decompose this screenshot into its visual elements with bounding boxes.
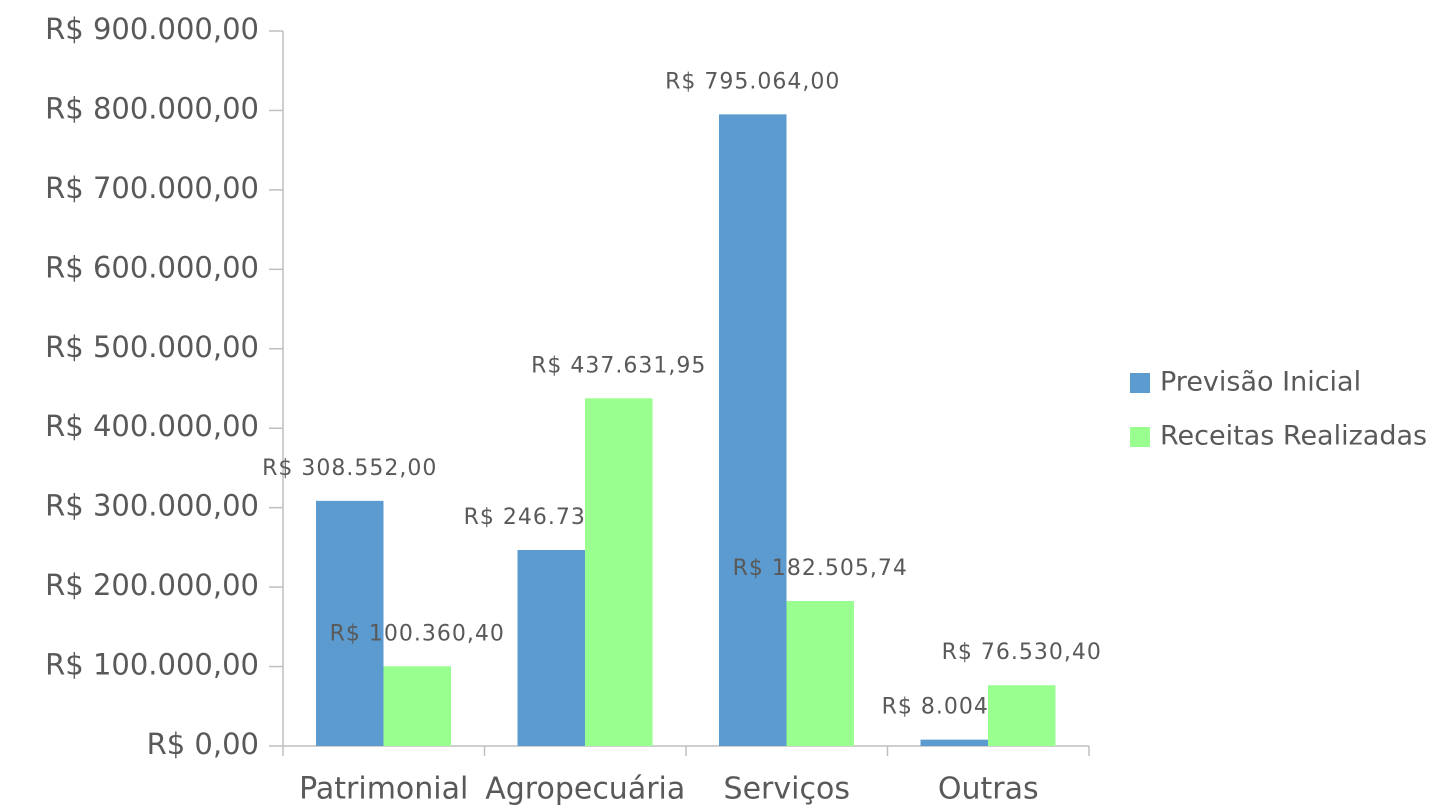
bar bbox=[920, 739, 988, 746]
data-label: R$ 308.552,00 bbox=[262, 456, 437, 481]
y-tick-label: R$ 200.000,00 bbox=[45, 568, 259, 602]
bar bbox=[786, 601, 854, 746]
legend-swatch bbox=[1130, 373, 1150, 393]
legend-swatch bbox=[1130, 427, 1150, 447]
y-tick-label: R$ 800.000,00 bbox=[45, 91, 259, 125]
bar bbox=[719, 114, 787, 746]
y-tick-label: R$ 600.000,00 bbox=[45, 250, 259, 284]
legend-label: Receitas Realizadas bbox=[1160, 421, 1427, 452]
y-tick-label: R$ 100.000,00 bbox=[45, 648, 259, 682]
bar bbox=[517, 549, 585, 746]
y-tick-label: R$ 0,00 bbox=[147, 727, 259, 761]
x-tick-label: Outras bbox=[938, 772, 1039, 807]
bar bbox=[585, 398, 653, 746]
y-tick-label: R$ 900.000,00 bbox=[45, 12, 259, 46]
x-tick-label: Patrimonial bbox=[299, 772, 468, 807]
x-tick-label: Serviços bbox=[724, 772, 850, 807]
data-label: R$ 76.530,40 bbox=[942, 640, 1102, 665]
y-tick-label: R$ 300.000,00 bbox=[45, 489, 259, 523]
data-label: R$ 795.064,00 bbox=[665, 69, 840, 94]
data-label: R$ 437.631,95 bbox=[531, 353, 706, 378]
y-tick-label: R$ 400.000,00 bbox=[45, 409, 259, 443]
legend-label: Previsão Inicial bbox=[1160, 367, 1361, 398]
bar bbox=[383, 666, 451, 746]
x-tick-label: Agropecuária bbox=[485, 772, 685, 807]
bar bbox=[316, 500, 384, 746]
bar bbox=[988, 685, 1056, 746]
data-label: R$ 182.505,74 bbox=[733, 556, 908, 581]
data-label: R$ 100.360,40 bbox=[330, 621, 505, 646]
y-tick-label: R$ 500.000,00 bbox=[45, 330, 259, 364]
y-tick-label: R$ 700.000,00 bbox=[45, 171, 259, 205]
